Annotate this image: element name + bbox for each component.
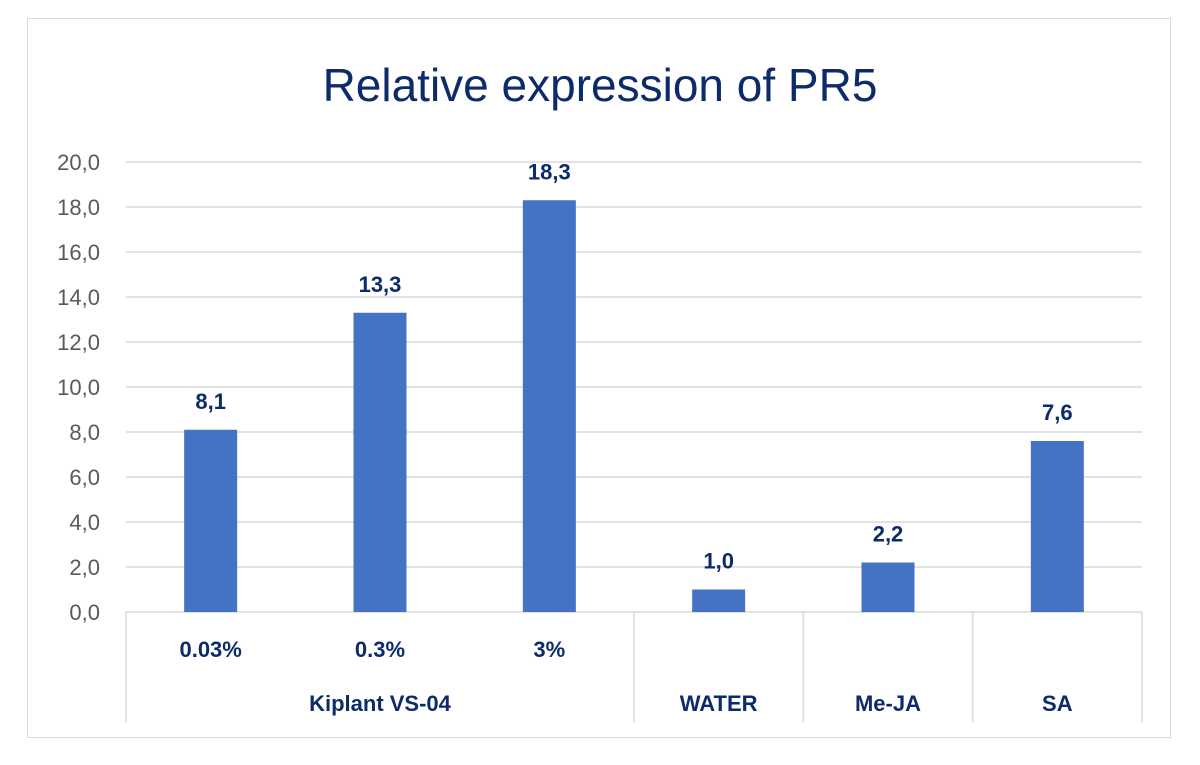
x-group-label: Me-JA [855, 691, 921, 716]
data-label: 7,6 [1042, 400, 1073, 425]
x-category-label: 0.03% [179, 637, 241, 662]
y-tick-label: 8,0 [69, 420, 100, 445]
y-tick-label: 0,0 [69, 600, 100, 625]
y-tick-label: 20,0 [57, 150, 100, 175]
y-tick-label: 6,0 [69, 465, 100, 490]
y-tick-label: 2,0 [69, 555, 100, 580]
bar [692, 589, 746, 612]
y-tick-label: 16,0 [57, 240, 100, 265]
chart-frame [27, 18, 1171, 738]
bar [1030, 441, 1084, 612]
y-tick-label: 4,0 [69, 510, 100, 535]
bar [353, 312, 407, 612]
y-tick-label: 18,0 [57, 195, 100, 220]
bar [522, 200, 576, 612]
data-label: 13,3 [359, 272, 402, 297]
y-tick-label: 10,0 [57, 375, 100, 400]
data-label: 18,3 [528, 159, 571, 184]
x-category-label: 0.3% [355, 637, 405, 662]
data-label: 2,2 [873, 522, 904, 547]
bar [861, 562, 915, 612]
x-group-label: SA [1042, 691, 1073, 716]
chart-title: Relative expression of PR5 [322, 59, 878, 111]
y-tick-label: 14,0 [57, 285, 100, 310]
data-label: 8,1 [195, 389, 226, 414]
x-group-label: WATER [680, 691, 758, 716]
data-label: 1,0 [703, 549, 734, 574]
bar [184, 429, 238, 612]
x-category-label: 3% [533, 637, 565, 662]
x-group-label: Kiplant VS-04 [309, 691, 452, 716]
y-tick-label: 12,0 [57, 330, 100, 355]
